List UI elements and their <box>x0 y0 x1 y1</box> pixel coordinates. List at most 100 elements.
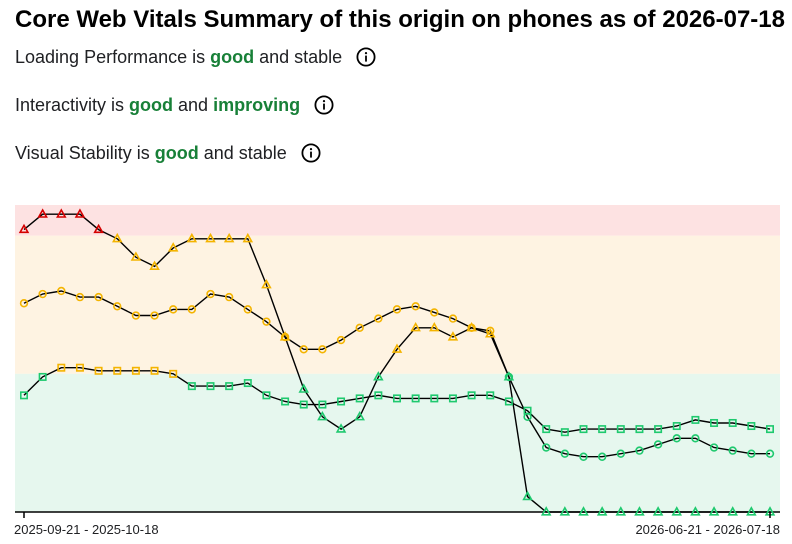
data-point-circle <box>19 299 29 308</box>
data-point-square <box>169 369 178 378</box>
data-point-circle <box>616 449 625 458</box>
series-line-triangle <box>23 213 770 513</box>
data-point-triangle <box>559 506 571 516</box>
data-point-square <box>225 382 234 391</box>
data-point-triangle <box>596 506 608 516</box>
data-point-triangle <box>37 208 48 218</box>
data-point-circle <box>150 311 159 320</box>
data-point-triangle <box>634 506 645 516</box>
data-point-square <box>299 400 308 409</box>
data-point-circle <box>94 292 103 302</box>
data-point-triangle <box>242 232 254 243</box>
status-prefix: Interactivity is <box>15 95 130 115</box>
data-point-square <box>150 366 159 375</box>
data-point-circle <box>392 305 402 314</box>
data-point-triangle <box>429 321 440 332</box>
data-point-triangle <box>223 232 235 243</box>
status-assessment: good <box>129 95 174 115</box>
info-icon[interactable] <box>356 47 376 67</box>
data-point-square <box>337 397 346 406</box>
data-point-triangle <box>261 278 272 289</box>
data-point-circle <box>374 314 383 323</box>
data-point-square <box>504 397 513 406</box>
status-middle: and <box>254 47 295 67</box>
status-middle: and <box>198 143 239 163</box>
data-point-triangle <box>410 321 421 332</box>
status-assessment: good <box>154 143 199 163</box>
data-point-triangle <box>56 208 67 218</box>
data-point-circle <box>318 345 327 354</box>
data-point-circle <box>635 446 644 455</box>
data-point-square <box>486 391 495 400</box>
data-point-circle <box>411 302 420 311</box>
data-point-square <box>57 363 66 372</box>
data-point-circle <box>709 443 719 452</box>
status-trend: stable <box>238 143 287 163</box>
data-point-triangle <box>522 490 533 501</box>
data-point-square <box>262 391 271 400</box>
data-point-square <box>523 406 532 415</box>
data-point-square <box>448 394 457 403</box>
status-prefix: Loading Performance is <box>15 47 211 67</box>
band-needs-improvement <box>15 235 780 374</box>
data-point-triangle <box>130 251 142 261</box>
data-point-triangle <box>298 383 310 393</box>
data-point-square <box>187 382 196 391</box>
info-icon[interactable] <box>314 95 334 115</box>
data-point-circle <box>653 440 663 449</box>
data-point-square <box>38 372 47 381</box>
data-point-square <box>392 394 401 403</box>
data-point-circle <box>131 311 141 320</box>
data-point-triangle <box>746 506 757 516</box>
data-point-circle <box>448 314 458 323</box>
series-line-circle <box>23 290 770 458</box>
data-point-circle <box>280 332 290 342</box>
data-point-triangle <box>317 410 328 421</box>
data-point-square <box>691 415 700 424</box>
data-point-circle <box>75 292 85 302</box>
data-point-square <box>430 394 439 403</box>
data-point-circle <box>467 323 476 333</box>
data-point-circle <box>299 345 308 354</box>
data-point-circle <box>728 446 737 455</box>
data-point-triangle <box>447 331 459 341</box>
band-good <box>15 373 780 512</box>
data-point-circle <box>541 443 551 452</box>
status-middle: and <box>173 95 214 115</box>
data-point-square <box>374 391 383 400</box>
data-point-triangle <box>652 506 664 516</box>
data-point-square <box>281 397 290 406</box>
data-point-circle <box>224 292 234 302</box>
data-point-square <box>94 366 103 375</box>
data-point-square <box>579 425 588 434</box>
data-point-circle <box>206 289 215 299</box>
page-title: Core Web Vitals Summary of this origin o… <box>15 6 785 33</box>
data-point-circle <box>579 452 588 461</box>
data-point-square <box>560 428 569 437</box>
interactivity-status: Interactivity is good and improving <box>15 94 334 116</box>
visual-stability-status: Visual Stability is good and stable <box>15 142 321 164</box>
data-point-square <box>467 391 476 400</box>
info-icon[interactable] <box>301 143 321 163</box>
data-point-square <box>243 379 252 388</box>
data-point-square <box>113 366 122 375</box>
data-point-circle <box>336 335 346 345</box>
data-point-circle <box>113 302 122 311</box>
data-point-square <box>654 425 663 434</box>
data-point-triangle <box>727 506 738 516</box>
data-point-circle <box>765 449 775 458</box>
data-point-square <box>635 425 644 434</box>
data-point-circle <box>355 323 364 333</box>
data-point-triangle <box>690 506 701 516</box>
data-point-triangle <box>354 410 365 421</box>
data-point-circle <box>747 449 756 458</box>
data-point-square <box>131 366 140 375</box>
data-point-circle <box>672 434 681 443</box>
data-point-circle <box>243 305 253 314</box>
status-trend: improving <box>213 95 301 115</box>
data-point-square <box>318 400 327 409</box>
data-point-square <box>598 425 607 434</box>
data-point-square <box>616 425 625 434</box>
data-point-triangle <box>74 208 86 218</box>
data-point-circle <box>597 452 607 461</box>
